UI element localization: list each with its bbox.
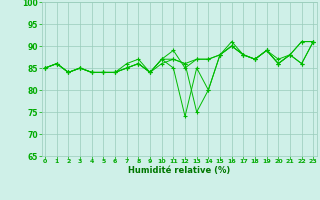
X-axis label: Humidité relative (%): Humidité relative (%)	[128, 166, 230, 175]
